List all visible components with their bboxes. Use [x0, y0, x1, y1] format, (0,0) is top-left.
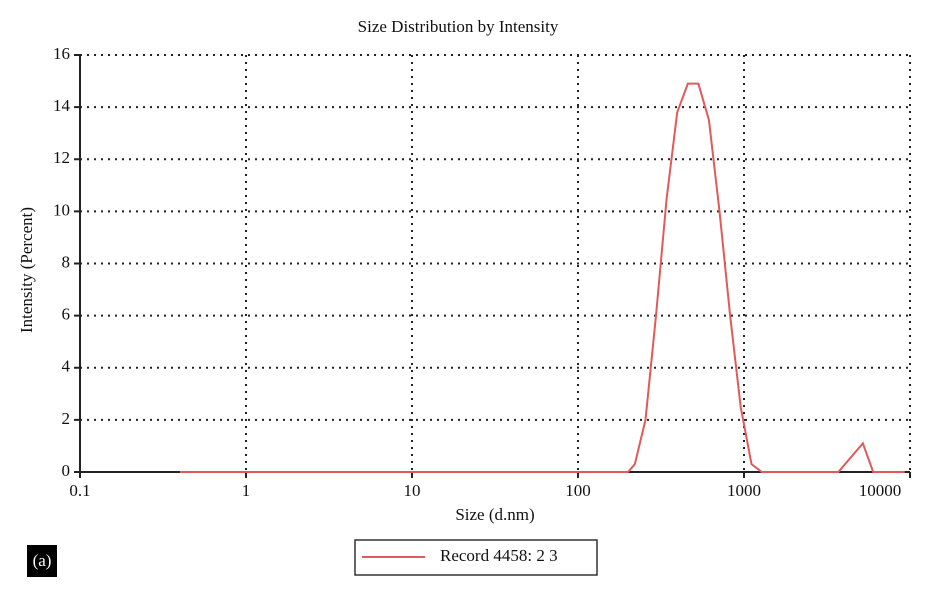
y-tick-label: 14 [53, 96, 71, 115]
x-tick-label: 1 [242, 481, 251, 500]
y-tick-label: 16 [53, 44, 70, 63]
y-tick-label: 12 [53, 148, 70, 167]
chart-title: Size Distribution by Intensity [358, 17, 559, 36]
y-tick-label: 6 [62, 305, 71, 324]
x-tick-label: 10 [404, 481, 421, 500]
y-tick-label: 10 [53, 200, 70, 219]
y-tick-label: 0 [62, 461, 71, 480]
x-axis-label: Size (d.nm) [455, 505, 534, 524]
x-tick-label: 1000 [727, 481, 761, 500]
x-tick-label: 0.1 [69, 481, 90, 500]
panel-label-box [27, 545, 57, 577]
y-tick-label: 4 [62, 357, 71, 376]
x-tick-label: 100 [565, 481, 591, 500]
y-axis-label: Intensity (Percent) [17, 207, 36, 333]
y-tick-label: 8 [62, 252, 71, 271]
y-tick-label: 2 [62, 409, 71, 428]
panel-label: (a) [33, 551, 52, 570]
data-line [179, 82, 905, 473]
legend-label: Record 4458: 2 3 [440, 546, 558, 565]
x-tick-label: 10000 [859, 481, 902, 500]
